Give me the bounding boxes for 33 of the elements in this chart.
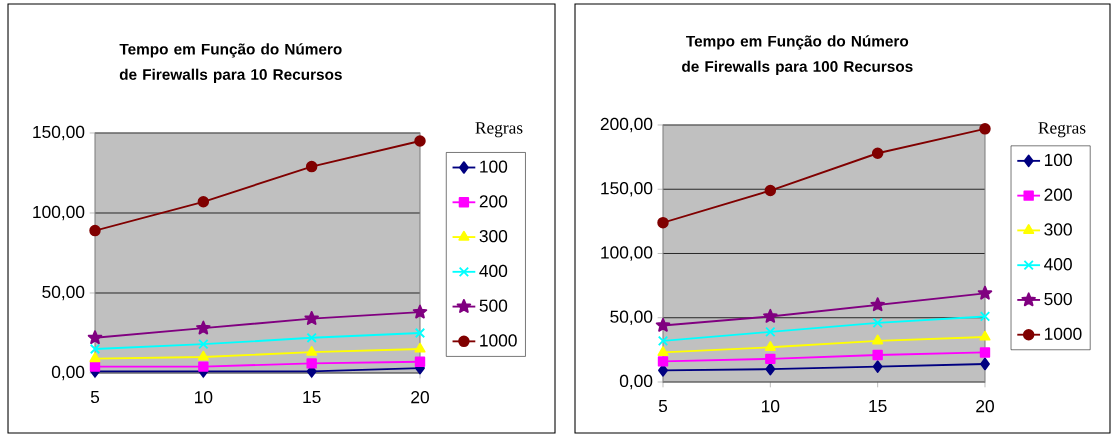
legend-label: 400 — [1044, 258, 1072, 271]
chart-title: Tempo em Função do Número de Firewalls para 10 Recursos — [119, 43, 342, 83]
x-tick-label: 10 — [762, 400, 780, 413]
legend-label: 100 — [1044, 153, 1072, 167]
legend-label: 500 — [479, 299, 508, 312]
x-tick-label: 10 — [195, 391, 213, 404]
legend-label: 300 — [1044, 223, 1072, 236]
x-tick-label: 5 — [90, 391, 100, 404]
y-tick-label: 100,00 — [601, 246, 653, 261]
y-tick-label: 50,00 — [610, 310, 653, 325]
y-tick-label: 0,00 — [619, 374, 653, 390]
legend-label: 300 — [479, 229, 508, 243]
y-tick-label: 150,00 — [33, 125, 85, 141]
legend-label: 500 — [1044, 292, 1072, 306]
x-tick-label: 20 — [411, 391, 429, 404]
x-tick-label: 15 — [303, 391, 321, 404]
legend-label: 100 — [480, 160, 508, 173]
chart-title: Tempo em Função do Número de Firewalls para 100 Recursos — [682, 35, 913, 75]
legend-label: 1000 — [480, 334, 517, 347]
y-tick-label: 50,00 — [42, 285, 85, 301]
legend-label: 200 — [1044, 188, 1072, 201]
x-tick-label: 5 — [658, 400, 668, 413]
x-tick-label: 15 — [869, 400, 887, 413]
legend-label: 1000 — [1044, 327, 1082, 340]
legend-label: 200 — [479, 195, 508, 208]
legend-label: 400 — [479, 264, 508, 278]
x-tick-label: 20 — [976, 400, 994, 413]
legend-title: Regras — [1038, 122, 1086, 138]
y-tick-label: 100,00 — [33, 205, 85, 221]
legend-title: Regras — [475, 122, 523, 138]
y-tick-label: 0,00 — [51, 365, 85, 381]
y-tick-label: 150,00 — [601, 182, 653, 197]
y-tick-label: 200,00 — [600, 117, 653, 133]
